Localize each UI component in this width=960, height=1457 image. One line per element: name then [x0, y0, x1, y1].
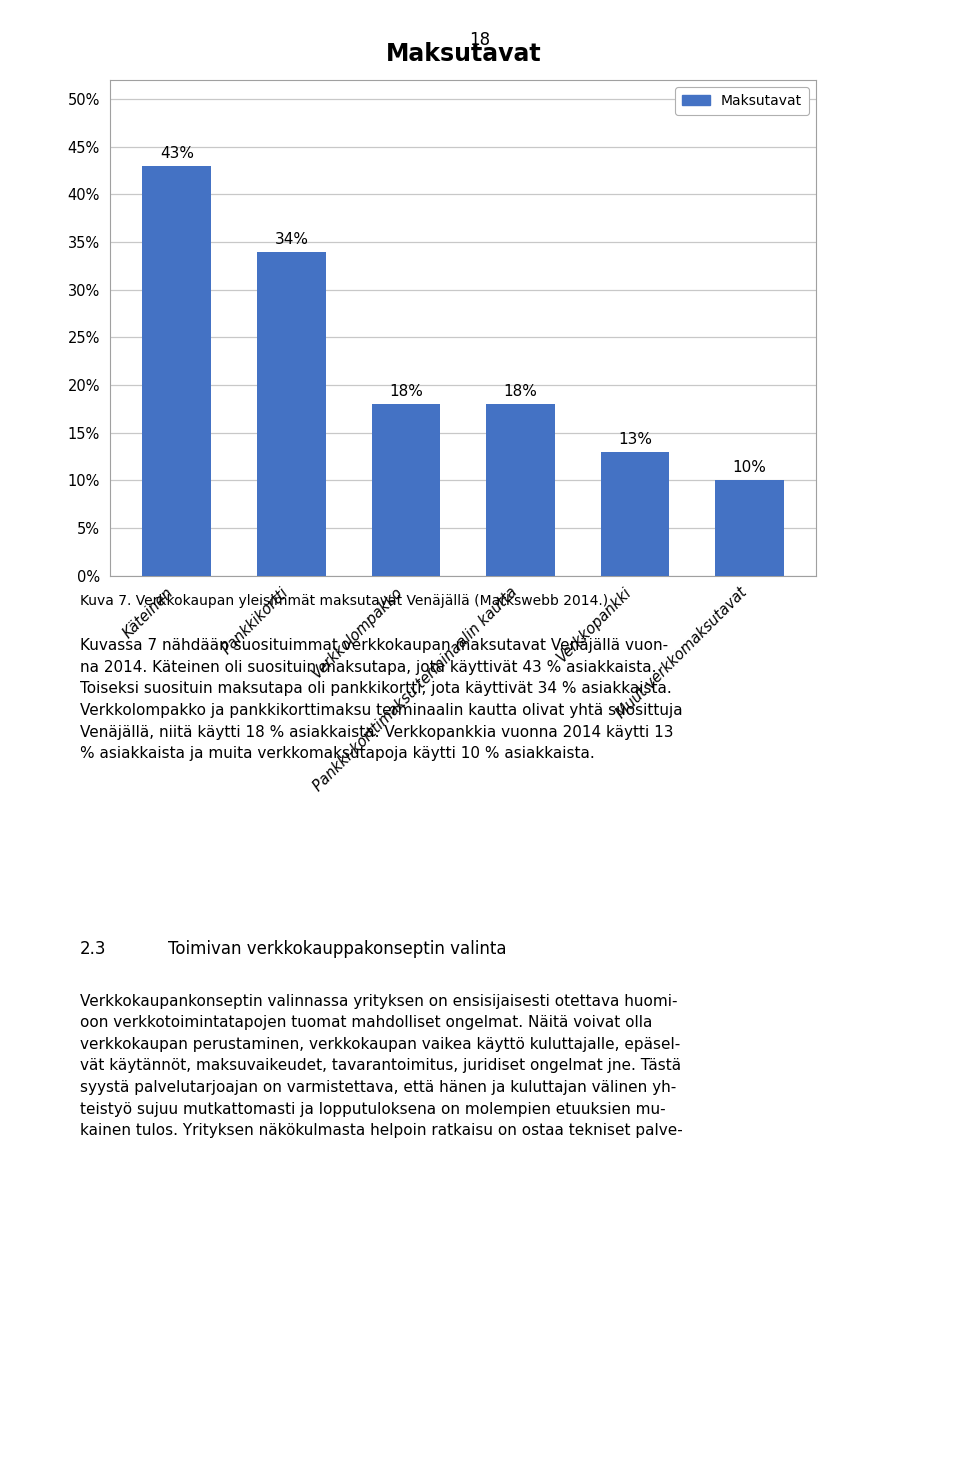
- Title: Maksutavat: Maksutavat: [385, 42, 541, 66]
- Text: Kuvassa 7 nähdään suosituimmat verkkokaupan maksutavat Venäjällä vuon-
na 2014. : Kuvassa 7 nähdään suosituimmat verkkokau…: [80, 638, 683, 761]
- Text: 13%: 13%: [618, 431, 652, 447]
- Bar: [257, 252, 325, 576]
- Bar: [715, 481, 784, 576]
- Text: 10%: 10%: [732, 460, 766, 475]
- Text: Kuva 7. Verkkokaupan yleisimmät maksutavat Venäjällä (Markswebb 2014.): Kuva 7. Verkkokaupan yleisimmät maksutav…: [80, 594, 608, 609]
- Text: 2.3: 2.3: [80, 940, 107, 957]
- Text: 43%: 43%: [159, 146, 194, 162]
- Bar: [372, 404, 441, 576]
- Text: 18: 18: [469, 31, 491, 50]
- Bar: [142, 166, 211, 576]
- Text: 18%: 18%: [504, 385, 538, 399]
- Text: 34%: 34%: [275, 232, 308, 246]
- Legend: Maksutavat: Maksutavat: [675, 87, 809, 115]
- Bar: [486, 404, 555, 576]
- Text: 18%: 18%: [389, 385, 422, 399]
- Text: Verkkokaupankonseptin valinnassa yrityksen on ensisijaisesti otettava huomi-
oon: Verkkokaupankonseptin valinnassa yrityks…: [80, 994, 683, 1138]
- Bar: [601, 452, 669, 576]
- Text: Toimivan verkkokauppakonseptin valinta: Toimivan verkkokauppakonseptin valinta: [168, 940, 507, 957]
